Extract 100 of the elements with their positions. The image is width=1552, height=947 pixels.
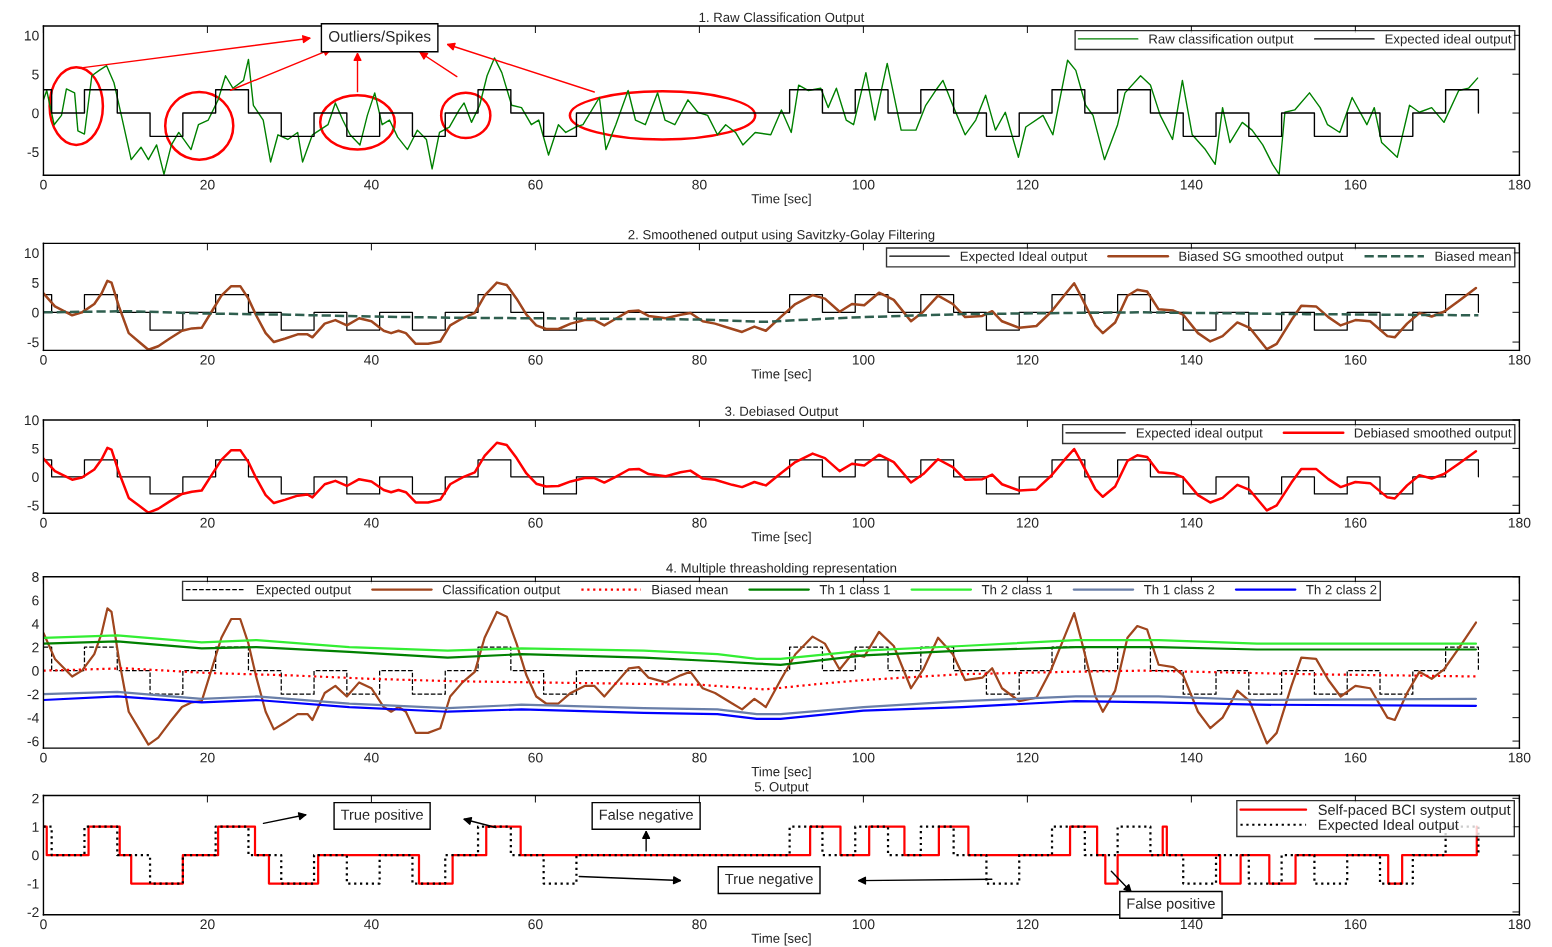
y-tick-label: 8 [32,572,39,582]
line-series [43,57,1479,176]
x-tick-label: 140 [1180,179,1203,190]
x-tick-label: 140 [1180,354,1203,365]
x-tick-label: 80 [692,919,707,930]
y-tick-label: 6 [32,595,39,606]
x-tick-label: 20 [200,752,215,763]
x-tick-label: 160 [1344,919,1367,930]
line-series [43,690,1478,716]
x-tick-label: 160 [1344,179,1367,190]
y-tick-label: 10 [24,30,39,41]
x-tick-label: 40 [364,919,379,930]
x-tick-label: 80 [692,517,707,528]
x-tick-label: 100 [852,517,875,528]
x-tick-label: 60 [528,354,543,365]
x-tick-label: 120 [1016,919,1039,930]
legend-label: Expected ideal output [1136,427,1263,441]
x-tick-label: 40 [364,354,379,365]
legend-label: Self-paced BCI system output [1318,804,1511,818]
x-tick-label: 140 [1180,919,1203,930]
legend-label: Th 1 class 2 [1144,584,1215,595]
x-tick-label: 60 [528,517,543,528]
chart-title: 4. Multiple threasholding representation [666,562,897,576]
annotation: True negative [725,873,813,887]
x-tick-label: 40 [364,517,379,528]
x-tick-label: 20 [200,517,215,528]
legend-label: Expected Ideal output [1318,819,1459,833]
x-tick-label: 140 [1180,517,1203,528]
annotation: False negative [599,809,693,823]
x-tick-label: 100 [852,179,875,190]
line-series [43,607,1478,746]
line-series [43,441,1478,514]
x-tick-label: 180 [1508,179,1531,190]
x-tick-label: 40 [364,752,379,763]
x-axis-title: Time [sec] [751,531,811,545]
annotation: True positive [340,809,423,823]
x-tick-label: 160 [1344,752,1367,763]
y-tick-label: 1 [32,822,39,832]
x-tick-label: 60 [528,919,543,930]
x-tick-label: 0 [40,517,47,528]
legend-label: Raw classification output [1149,33,1294,47]
y-tick-label: 10 [24,248,39,259]
x-tick-label: 60 [528,752,543,763]
x-tick-label: 20 [200,354,215,365]
x-tick-label: 180 [1508,517,1531,528]
x-tick-label: 180 [1508,752,1531,763]
chart-title: 5. Output [754,782,809,795]
x-tick-label: 100 [852,354,875,365]
x-tick-label: 180 [1508,919,1531,930]
line-series [43,279,1478,351]
x-axis-title: Time [sec] [751,766,811,779]
x-tick-label: 20 [200,919,215,930]
x-tick-label: 180 [1508,354,1531,365]
y-tick-label: 2 [32,642,39,653]
y-tick-label: -2 [27,689,39,700]
y-tick-label: 0 [32,850,39,861]
legend-label: Biased mean [652,584,728,595]
x-tick-label: 20 [200,179,215,190]
x-axis-title: Time [sec] [751,193,811,206]
line-series [43,634,1478,661]
y-tick-label: 5 [32,69,39,80]
line-series [43,640,1478,666]
x-axis-title: Time [sec] [751,933,811,946]
y-tick-label: -5 [27,500,39,511]
y-tick-label: -6 [27,736,39,747]
legend-label: Debiased smoothed output [1354,427,1512,441]
y-tick-label: 0 [32,665,39,676]
x-tick-label: 80 [692,752,707,763]
y-tick-label: 2 [32,793,39,804]
x-tick-label: 160 [1344,517,1367,528]
x-tick-label: 120 [1016,179,1039,190]
x-tick-label: 40 [364,179,379,190]
x-tick-label: 0 [40,354,47,365]
line-series [43,309,1480,324]
legend-label: Th 2 class 2 [1306,584,1377,595]
legend-label: Expected output [256,584,352,597]
annotation: Outliers/Spikes [329,30,431,45]
chart-title: 3. Debiased Output [725,406,839,419]
x-tick-label: 100 [852,752,875,763]
y-tick-label: 10 [24,415,39,426]
legend-label: Expected ideal output [1385,33,1512,47]
y-tick-label: -1 [27,879,39,889]
legend-label: Th 1 class 1 [819,584,890,595]
y-tick-label: 5 [32,443,39,454]
x-axis-title: Time [sec] [751,368,811,382]
x-tick-label: 120 [1016,517,1039,528]
x-tick-label: 100 [852,919,875,930]
x-tick-label: 0 [40,179,47,190]
x-tick-label: 80 [692,354,707,365]
x-tick-label: 160 [1344,354,1367,365]
y-tick-label: 0 [32,108,39,119]
x-tick-label: 120 [1016,354,1039,365]
y-tick-label: 0 [32,307,39,318]
x-tick-label: 0 [40,752,47,763]
legend-label: Biased mean [1435,251,1511,261]
x-tick-label: 0 [40,919,47,930]
x-tick-label: 120 [1016,752,1039,763]
y-tick-label: -5 [27,147,39,158]
y-tick-label: 0 [32,472,39,483]
chart-title: 2. Smoothened output using Savitzky-Golay Filtering [628,229,935,242]
